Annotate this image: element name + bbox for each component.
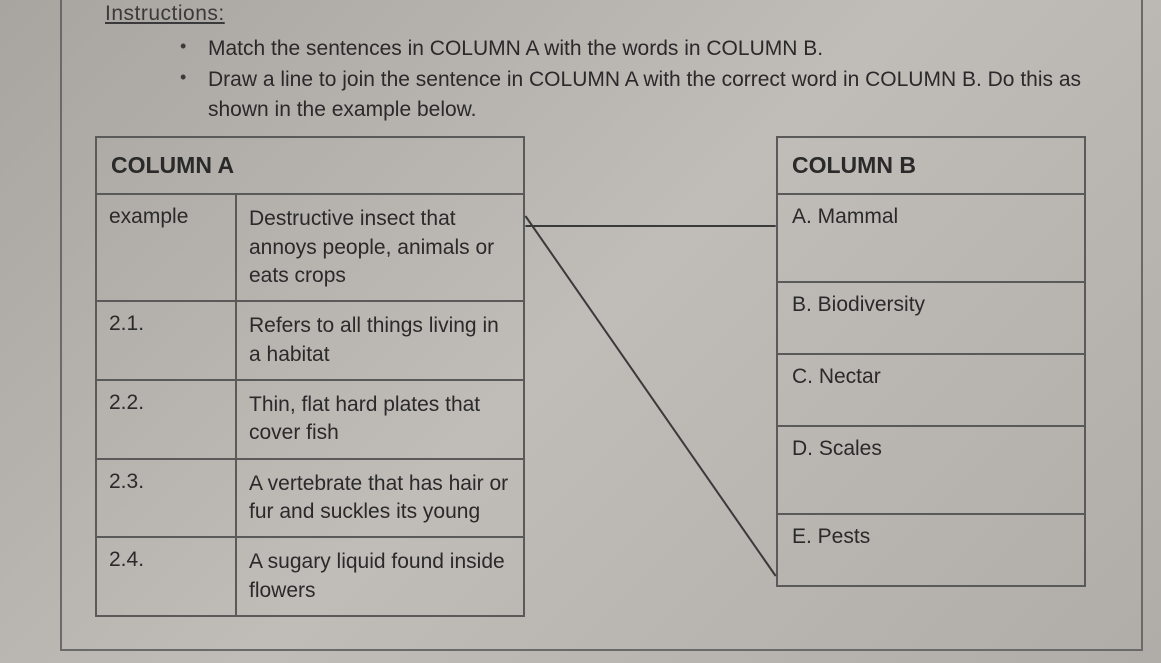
- answer-option: C. Nectar: [778, 355, 1084, 425]
- row-description: A vertebrate that has hair or fur and su…: [237, 460, 523, 537]
- answer-option: D. Scales: [778, 427, 1084, 513]
- answer-option: A. Mammal: [778, 195, 1084, 281]
- instruction-item: Draw a line to join the sentence in COLU…: [180, 65, 1086, 124]
- instruction-item: Match the sentences in COLUMN A with the…: [180, 34, 1086, 63]
- table-row: D. Scales: [778, 425, 1084, 513]
- table-row: 2.2. Thin, flat hard plates that cover f…: [97, 379, 523, 458]
- table-row: example Destructive insect that annoys p…: [97, 193, 523, 300]
- row-label: 2.1.: [97, 302, 237, 379]
- worksheet-page: Instructions: Match the sentences in COL…: [0, 2, 1161, 663]
- answer-option: E. Pests: [778, 515, 1084, 585]
- answer-option: B. Biodiversity: [778, 283, 1084, 353]
- table-row: C. Nectar: [778, 353, 1084, 425]
- instructions-heading: Instructions:: [105, 2, 1086, 26]
- table-row: A. Mammal: [778, 193, 1084, 281]
- row-label: 2.3.: [97, 460, 237, 537]
- row-label: example: [97, 195, 237, 300]
- row-label: 2.4.: [97, 538, 237, 615]
- table-row: E. Pests: [778, 513, 1084, 585]
- table-row: 2.1. Refers to all things living in a ha…: [97, 300, 523, 379]
- table-row: B. Biodiversity: [778, 281, 1084, 353]
- column-a-table: COLUMN A example Destructive insect that…: [95, 136, 525, 617]
- column-b-table: COLUMN B A. Mammal B. Biodiversity C. Ne…: [776, 136, 1086, 587]
- table-row: 2.4. A sugary liquid found inside flower…: [97, 536, 523, 615]
- matching-tables: COLUMN A example Destructive insect that…: [95, 136, 1086, 616]
- row-description: Refers to all things living in a habitat: [237, 302, 523, 379]
- example-line: [525, 216, 775, 576]
- instructions-block: Match the sentences in COLUMN A with the…: [180, 34, 1086, 124]
- column-a-header: COLUMN A: [97, 138, 523, 193]
- row-description: Destructive insect that annoys people, a…: [237, 195, 523, 300]
- row-description: Thin, flat hard plates that cover fish: [237, 381, 523, 458]
- table-row: 2.3. A vertebrate that has hair or fur a…: [97, 458, 523, 537]
- column-b-header: COLUMN B: [778, 138, 1084, 193]
- row-label: 2.2.: [97, 381, 237, 458]
- row-description: A sugary liquid found inside flowers: [237, 538, 523, 615]
